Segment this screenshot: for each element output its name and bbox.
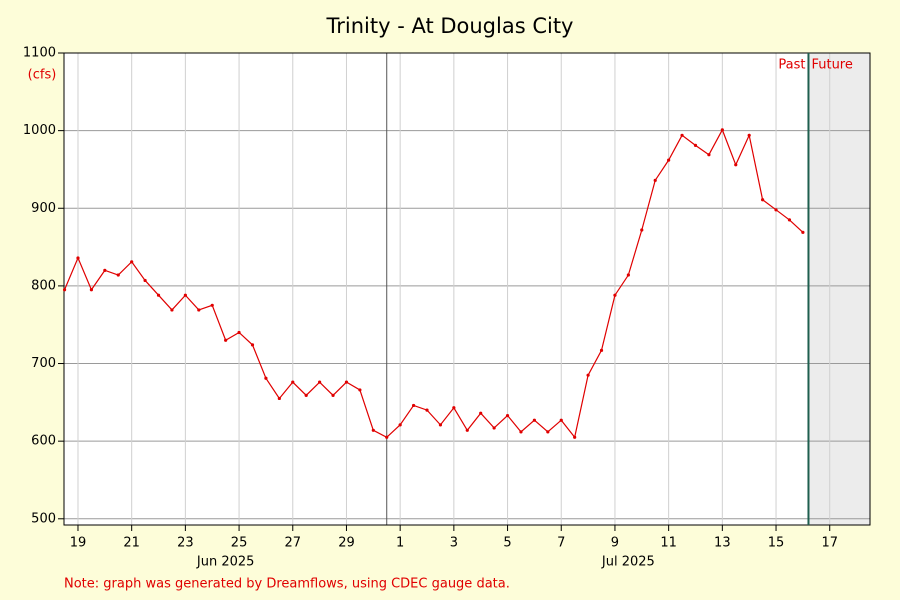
y-unit: (cfs) [28,68,57,83]
x-tick-label: 29 [338,536,355,551]
data-point [385,435,389,439]
data-point [667,158,671,162]
x-tick-label: 1 [396,536,404,551]
data-point [680,133,684,137]
data-point [89,288,94,292]
future-region [808,53,870,525]
plot-area [64,53,870,525]
data-point [277,396,281,401]
data-point [304,393,308,397]
data-point [344,380,349,384]
x-tick-label: 19 [70,536,87,551]
data-point [559,418,563,422]
data-point [318,380,322,384]
data-point [130,260,134,264]
data-point [143,278,147,283]
x-tick-label: 3 [450,536,458,551]
data-point [693,143,698,147]
data-point [358,388,362,392]
y-tick-label: 1100 [23,46,56,61]
data-point [411,403,416,408]
data-point [465,428,469,432]
y-tick-label: 600 [31,434,56,449]
data-point [62,288,67,292]
data-point [720,128,724,132]
y-tick-label: 700 [31,356,56,371]
x-tick-label: 17 [821,536,838,551]
data-point [291,380,295,384]
data-point [76,256,80,260]
data-point [197,308,201,312]
future-label: Future [811,58,852,73]
data-point [734,163,738,167]
data-point [116,273,120,277]
y-tick-label: 1000 [23,123,56,138]
month-label: Jun 2025 [196,555,255,570]
note: Note: graph was generated by Dreamflows,… [64,577,510,592]
data-point [425,408,429,412]
data-point [573,435,577,439]
data-point [210,303,214,307]
past-label: Past [778,58,805,73]
x-tick-label: 11 [660,536,677,551]
month-label: Jul 2025 [601,555,655,570]
data-point [519,430,523,434]
data-point [505,413,510,418]
x-tick-label: 13 [714,536,731,551]
data-point [479,411,483,415]
data-point [398,423,402,427]
data-point [331,393,335,397]
data-point [626,273,630,277]
data-point [264,376,268,380]
x-tick-label: 15 [768,536,785,551]
data-point [371,428,375,432]
series-line [64,128,804,439]
y-tick-label: 900 [31,201,56,216]
data-point [707,153,711,157]
x-tick-label: 9 [611,536,619,551]
x-tick-label: 7 [557,536,565,551]
data-point [532,418,536,422]
x-tick-label: 5 [503,536,511,551]
data-point [452,406,456,410]
y-tick-label: 800 [31,278,56,293]
x-tick-label: 27 [284,536,301,551]
data-point [156,293,161,297]
data-point [747,133,751,137]
x-tick-label: 25 [231,536,248,551]
chart-title: Trinity - At Douglas City [326,14,574,38]
data-point [546,430,550,434]
data-point [250,343,255,347]
data-point [774,208,778,212]
data-point [653,178,657,182]
data-point [438,423,443,427]
data-point [586,373,590,377]
data-point [761,198,765,202]
data-point [103,268,107,272]
data-point [170,308,174,312]
data-point [613,293,617,297]
data-point [492,426,496,430]
data-point [801,230,805,234]
data-point [640,228,644,232]
data-point [787,218,792,222]
data-point [224,338,228,342]
data-point [183,293,187,297]
data-point [237,330,241,335]
y-tick-label: 500 [31,511,56,526]
x-tick-label: 23 [177,536,194,551]
data-point [599,348,604,352]
x-tick-label: 21 [123,536,140,551]
